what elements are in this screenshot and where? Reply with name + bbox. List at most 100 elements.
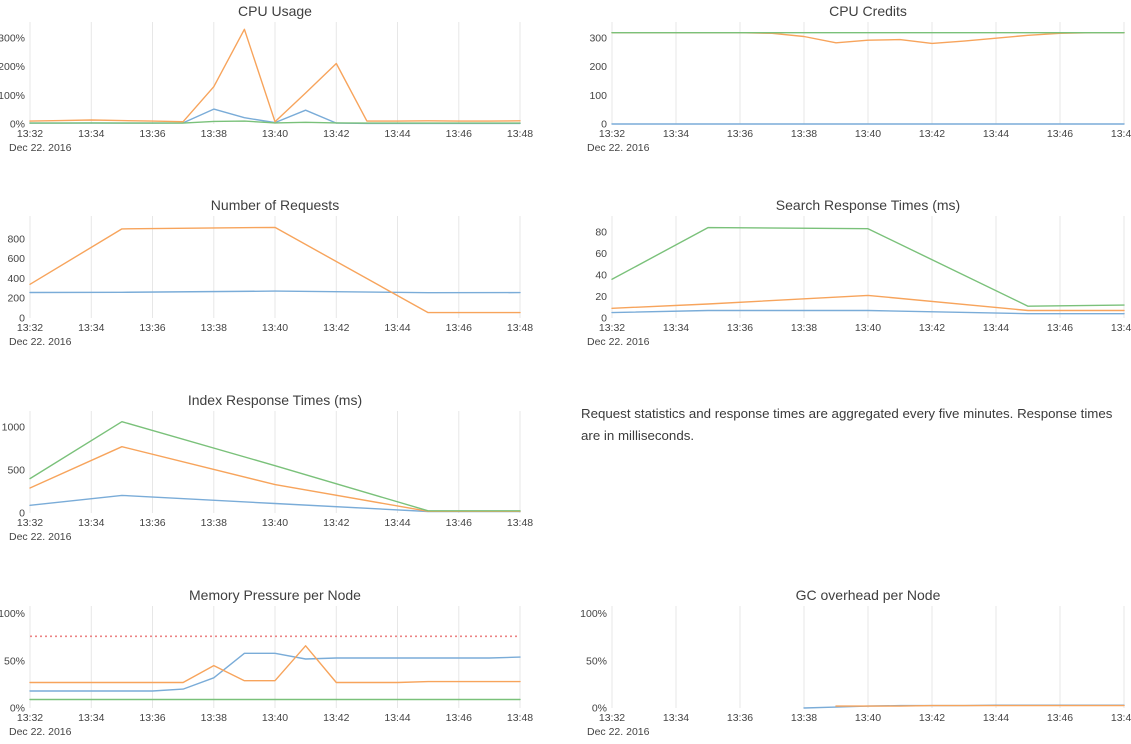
y-tick-label: 100% [580,608,607,620]
x-tick-label: 13:38 [201,128,227,140]
x-tick-label: 13:42 [919,322,945,334]
x-tick-label: 13:48 [1111,712,1131,724]
x-tick-label: 13:32 [17,712,43,724]
chart-title: Search Response Times (ms) [776,197,960,213]
y-tick-label: 50% [4,655,25,667]
x-tick-label: 13:48 [1111,128,1131,140]
x-tick-label: 13:32 [599,712,625,724]
y-tick-label: 80 [595,226,607,238]
chart-canvas: GC overhead per Node 13:32 13:34 13:36 13:38… [580,587,1131,738]
series-line-orange [611,32,1125,45]
x-tick-label: 13:34 [78,712,104,724]
x-tick-label: 13:40 [262,322,288,334]
series-line-orange [611,294,1125,312]
y-tick-label: 100% [0,90,25,102]
y-tick-label: 800 [7,233,25,245]
x-tick-label: 13:32 [17,322,43,334]
x-tick-label: 13:42 [323,712,349,724]
chart-canvas: Memory Pressure per Node 13:32 13:34 13:36 1… [0,587,533,738]
y-tick-label: 100 [589,90,607,102]
x-tick-label: 13:48 [507,128,533,140]
series-line-green [29,120,521,124]
date-label: Dec 22. 2016 [587,142,650,154]
x-tick-label: 13:44 [384,322,410,334]
x-tick-label: 13:46 [446,128,472,140]
x-tick-label: 13:46 [1047,128,1073,140]
x-tick-label: 13:46 [1047,322,1073,334]
chart-canvas: Search Response Times (ms) 13:32 13:34 13:3… [587,197,1131,348]
x-tick-label: 13:38 [201,517,227,529]
x-tick-label: 13:40 [262,712,288,724]
series-line-blue [611,309,1125,315]
y-tick-label: 200% [0,61,25,73]
chart-cpu-credits: CPU Credits 13:32 13:34 13:36 13:38 13:40 13:4… [565,0,1131,160]
chart-cpu-usage: CPU Usage 13:32 13:34 13:36 13:38 13:40 13:42 1… [0,0,561,160]
y-tick-label: 500 [7,465,25,477]
x-tick-label: 13:42 [919,128,945,140]
y-tick-label: 300% [0,32,25,44]
aggregation-note: Request statistics and response times ar… [581,406,1113,443]
x-tick-label: 13:34 [663,322,689,334]
series-line-blue [29,652,521,692]
chart-title: GC overhead per Node [796,587,941,603]
chart-title: Memory Pressure per Node [189,587,361,603]
x-tick-label: 13:44 [384,712,410,724]
chart-title: CPU Credits [829,3,907,19]
x-tick-label: 13:36 [727,322,753,334]
y-tick-label: 600 [7,253,25,265]
y-tick-label: 100% [0,608,25,620]
chart-gc-overhead-per-node: GC overhead per Node 13:32 13:34 13:36 13:38… [565,584,1131,744]
x-tick-label: 13:38 [201,322,227,334]
x-tick-label: 13:38 [201,712,227,724]
y-tick-label: 0 [19,313,25,325]
chart-title: CPU Usage [238,3,312,19]
x-tick-label: 13:44 [983,128,1009,140]
series-line-green [29,421,521,512]
y-tick-label: 0% [10,119,25,131]
x-tick-label: 13:44 [384,128,410,140]
x-tick-label: 13:32 [17,517,43,529]
x-tick-label: 13:46 [446,517,472,529]
chart-title: Index Response Times (ms) [188,392,362,408]
x-tick-label: 13:42 [323,517,349,529]
series-line-orange [29,28,521,123]
x-tick-label: 13:40 [262,128,288,140]
x-tick-label: 13:40 [855,322,881,334]
y-tick-label: 20 [595,291,607,303]
x-tick-label: 13:48 [507,712,533,724]
chart-number-of-requests: Number of Requests 13:32 13:34 13:36 13:38 13… [0,194,561,354]
chart-memory-pressure-per-node: Memory Pressure per Node 13:32 13:34 13:36 1… [0,584,561,744]
x-tick-label: 13:32 [17,128,43,140]
y-tick-label: 0% [10,703,25,715]
y-tick-label: 40 [595,270,607,282]
y-tick-label: 0 [601,313,607,325]
x-tick-label: 13:48 [507,322,533,334]
x-tick-label: 13:42 [323,128,349,140]
x-tick-label: 13:46 [446,712,472,724]
x-tick-label: 13:34 [78,322,104,334]
x-tick-label: 13:36 [139,322,165,334]
x-tick-label: 13:46 [1047,712,1073,724]
x-tick-label: 13:38 [791,128,817,140]
chart-canvas: CPU Credits 13:32 13:34 13:36 13:38 13:40 13:4… [587,3,1131,154]
date-label: Dec 22. 2016 [9,336,72,348]
x-tick-label: 13:42 [919,712,945,724]
y-tick-label: 200 [7,293,25,305]
y-tick-label: 50% [586,655,607,667]
x-tick-label: 13:38 [791,712,817,724]
x-tick-label: 13:34 [78,128,104,140]
x-tick-label: 13:36 [139,517,165,529]
x-tick-label: 13:46 [446,322,472,334]
x-tick-label: 13:48 [1111,322,1131,334]
series-line-blue [29,290,521,294]
x-tick-label: 13:44 [384,517,410,529]
series-line-green [611,226,1125,307]
y-tick-label: 300 [589,32,607,44]
y-tick-label: 0% [592,703,607,715]
chart-title: Number of Requests [211,197,339,213]
chart-canvas: Number of Requests 13:32 13:34 13:36 13:38 13… [7,197,533,348]
date-label: Dec 22. 2016 [9,531,72,543]
series-line-orange [29,645,521,684]
x-tick-label: 13:48 [507,517,533,529]
